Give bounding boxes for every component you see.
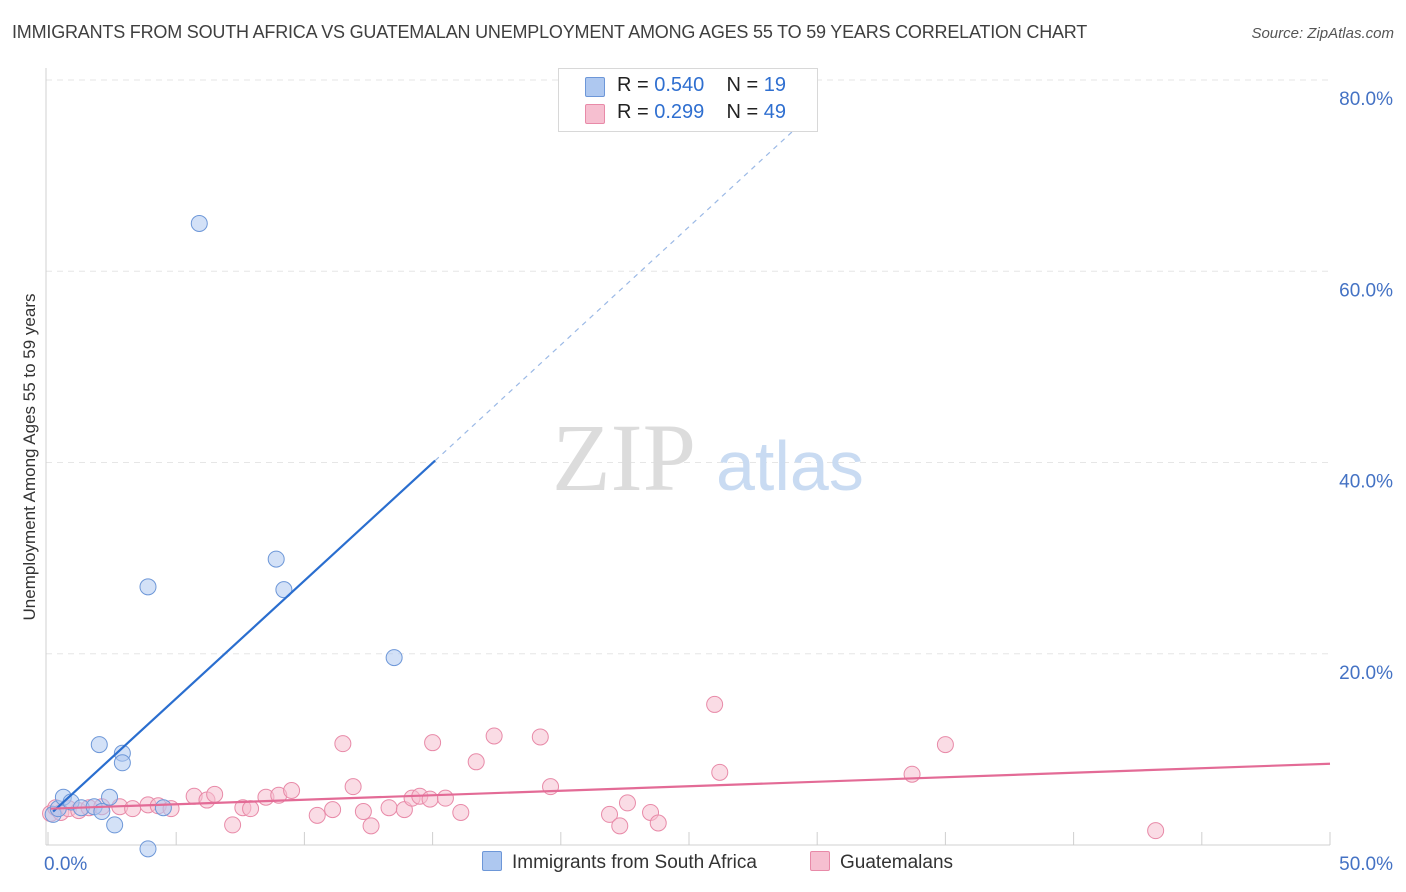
source-label: Source: ZipAtlas.com (1251, 25, 1394, 42)
y-tick-label: 40.0% (1339, 472, 1393, 493)
watermark-atlas: atlas (716, 427, 864, 505)
data-point-guatemalans (124, 800, 142, 818)
data-point-guatemalans (467, 753, 485, 771)
bottom-legend-label: Guatemalans (840, 852, 954, 873)
data-point-guatemalans (601, 805, 619, 823)
bottom-legend-swatch-pink (810, 851, 830, 871)
data-point-guatemalans (421, 790, 439, 808)
trend-line-south-africa (52, 459, 436, 813)
data-point-guatemalans (711, 763, 729, 781)
chart-title: IMMIGRANTS FROM SOUTH AFRICA VS GUATEMAL… (12, 22, 1088, 42)
bottom-legend-south-africa: Immigrants from South Africa (482, 851, 757, 874)
data-point-guatemalans (1147, 822, 1165, 840)
trend-lines (50, 108, 1331, 813)
legend-n-value: 19 (763, 74, 787, 96)
data-point-south-africa (275, 581, 293, 599)
data-point-south-africa (139, 578, 157, 596)
axes (45, 68, 1331, 846)
data-point-guatemalans (424, 734, 442, 752)
tick-labels: 20.0% 40.0% 60.0% 80.0% 0.0% 50.0% (44, 89, 1393, 875)
data-point-south-africa (190, 214, 208, 232)
data-point-guatemalans (242, 800, 260, 818)
correlation-legend: R = 0.540 N = 19 R = 0.299 N = 49 (558, 68, 818, 132)
y-axis-title: Unemployment Among Ages 55 to 59 years (20, 293, 39, 621)
legend-swatch-blue (585, 77, 605, 97)
legend-swatch-pink (585, 104, 605, 124)
bottom-legend-swatch-blue (482, 851, 502, 871)
data-point-guatemalans (380, 799, 398, 817)
data-point-guatemalans (344, 778, 362, 796)
legend-r-label: R = (617, 74, 649, 96)
data-point-guatemalans (283, 781, 301, 799)
x-tick-label-max: 50.0% (1339, 854, 1393, 875)
legend-n-value: 49 (763, 101, 787, 123)
legend-r-label: R = (617, 101, 649, 123)
gridlines (46, 79, 1330, 655)
data-point-guatemalans (308, 806, 326, 824)
data-point-south-africa (90, 736, 108, 754)
data-point-guatemalans (903, 765, 921, 783)
bottom-legend-label: Immigrants from South Africa (512, 852, 757, 873)
data-point-south-africa (385, 649, 403, 667)
data-point-south-africa (106, 816, 124, 834)
data-point-guatemalans (706, 695, 724, 713)
x-tick-label-min: 0.0% (44, 854, 87, 875)
data-point-south-africa (113, 754, 131, 772)
data-point-south-africa (267, 550, 285, 568)
data-point-guatemalans (618, 794, 636, 812)
data-point-guatemalans (649, 814, 667, 832)
data-point-guatemalans (436, 789, 454, 807)
y-tick-label: 60.0% (1339, 280, 1393, 301)
data-point-guatemalans (206, 785, 224, 803)
watermark-zip: ZIP (552, 404, 696, 511)
data-point-guatemalans (334, 735, 352, 753)
trend-extension-south-africa (434, 108, 818, 462)
data-point-guatemalans (324, 801, 342, 819)
data-point-south-africa (139, 840, 157, 858)
y-tick-label: 20.0% (1339, 663, 1393, 684)
series-guatemalans (42, 695, 1165, 840)
data-point-guatemalans (936, 736, 954, 754)
data-point-south-africa (154, 799, 172, 817)
trend-line-guatemalans (50, 762, 1331, 810)
y-tick-label: 80.0% (1339, 89, 1393, 110)
bottom-legend-guatemalans: Guatemalans (810, 851, 953, 874)
data-point-south-africa (101, 788, 119, 806)
legend-r-value: 0.299 (654, 101, 705, 123)
data-point-guatemalans (362, 817, 380, 835)
legend-n-label: N = (726, 101, 759, 123)
legend-r-value: 0.540 (654, 74, 705, 96)
data-point-guatemalans (224, 816, 242, 834)
data-point-guatemalans (531, 728, 549, 746)
data-point-guatemalans (452, 803, 470, 821)
legend-n-label: N = (726, 74, 759, 96)
data-point-guatemalans (485, 727, 503, 745)
series-south-africa (44, 214, 403, 858)
data-point-guatemalans (354, 803, 372, 821)
data-point-guatemalans (611, 817, 629, 835)
